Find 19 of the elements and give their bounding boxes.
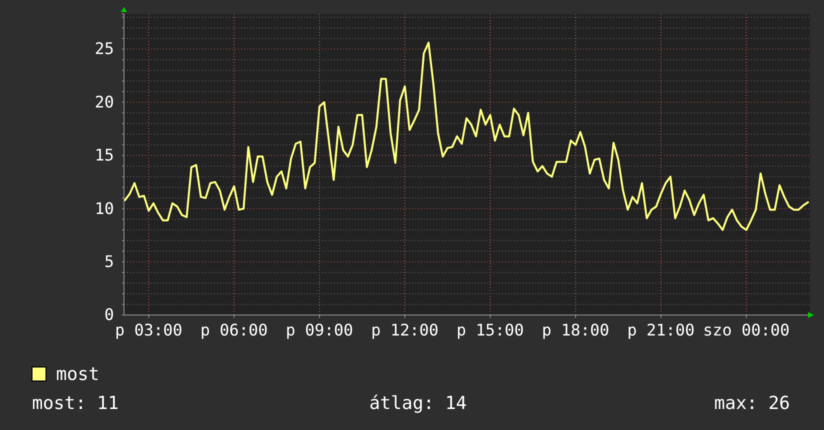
- x-tick-label: szo 00:00: [702, 320, 790, 340]
- text: átlag: 14: [369, 393, 467, 414]
- y-tick-label: 20: [94, 92, 114, 112]
- y-tick-label: 15: [94, 146, 114, 165]
- text: most: 11: [32, 393, 119, 414]
- y-tick-label: 5: [104, 252, 114, 271]
- x-tick-label: p 15:00: [456, 320, 524, 340]
- x-tick-label: p 18:00: [542, 320, 610, 340]
- x-tick-label: p 03:00: [114, 320, 182, 340]
- y-tick-label: 25: [94, 39, 114, 58]
- line-series: [124, 42, 809, 231]
- legend-label: most: [56, 364, 100, 385]
- y-tick-label: 10: [94, 198, 114, 218]
- x-tick-label: p 12:00: [371, 320, 439, 340]
- text: max: 26: [714, 393, 790, 414]
- x-tick-label: p 21:00: [627, 320, 695, 340]
- y-tick-label: 0: [104, 305, 114, 324]
- x-tick-label: p 09:00: [286, 320, 354, 340]
- x-tick-label: p 06:00: [200, 320, 268, 340]
